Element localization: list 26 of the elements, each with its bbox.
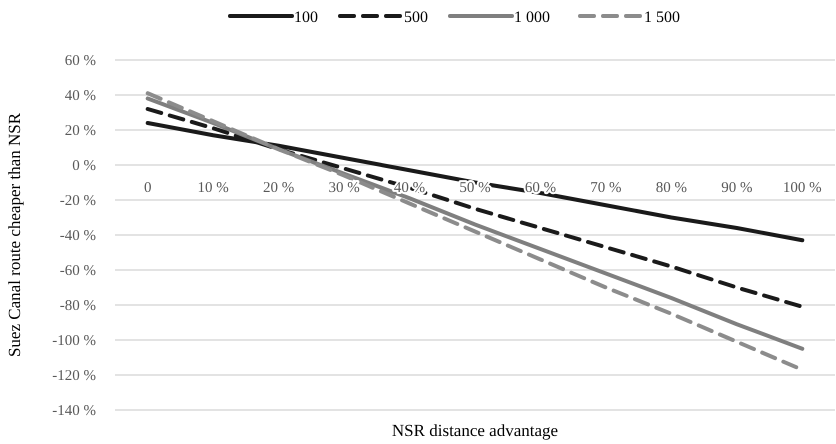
x-tick-label: 70 % bbox=[590, 180, 622, 196]
y-tick-label: -140 % bbox=[52, 403, 96, 419]
legend-label: 100 bbox=[294, 9, 318, 26]
line-series bbox=[146, 107, 804, 309]
y-tick-label: 60 % bbox=[64, 53, 96, 69]
x-tick-label: 80 % bbox=[656, 180, 687, 196]
y-tick-label: 20 % bbox=[64, 123, 96, 139]
x-tick-label: 30 % bbox=[328, 180, 360, 196]
legend-label: 1 500 bbox=[644, 9, 680, 26]
y-tick-label: 0 % bbox=[72, 158, 96, 174]
x-tick-label: 20 % bbox=[263, 180, 294, 196]
legend-label: 1 000 bbox=[514, 9, 550, 26]
y-tick-label: -120 % bbox=[52, 368, 96, 384]
y-tick-label: -100 % bbox=[52, 333, 96, 349]
legend-label: 500 bbox=[404, 9, 428, 26]
y-tick-label: -20 % bbox=[60, 193, 96, 209]
x-tick-label: 0 bbox=[144, 180, 152, 196]
x-tick-label: 10 % bbox=[198, 180, 229, 196]
y-axis-title: Suez Canal route cheaper than NSR bbox=[5, 112, 24, 358]
x-axis-title: NSR distance advantage bbox=[392, 421, 558, 440]
y-tick-label: -80 % bbox=[60, 298, 96, 314]
y-tick-label: -60 % bbox=[60, 263, 96, 279]
x-tick-label: 90 % bbox=[721, 180, 752, 196]
y-tick-label: -40 % bbox=[60, 228, 96, 244]
x-tick-label: 100 % bbox=[782, 180, 822, 196]
y-tick-label: 40 % bbox=[64, 88, 96, 104]
